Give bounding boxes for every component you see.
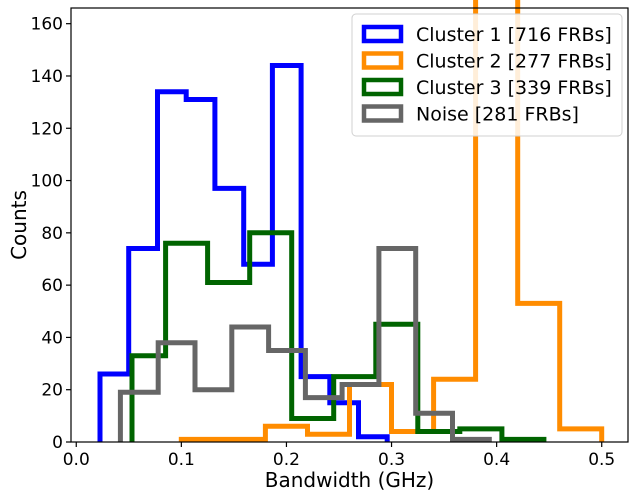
x-tick-label: 0.1: [168, 450, 195, 470]
y-tick-label: 120: [31, 119, 63, 139]
legend-swatch-4: [361, 104, 404, 123]
series-layer: [97, 0, 605, 442]
y-tick-label: 160: [31, 15, 63, 35]
y-tick-label: 20: [41, 381, 63, 401]
y-axis-label: Counts: [7, 190, 31, 260]
legend-label-2: Cluster 2 [277 FRBs]: [416, 51, 612, 73]
series-outline-3: [129, 230, 547, 442]
x-tick-label: 0.2: [273, 450, 300, 470]
y-tick-label: 0: [52, 433, 63, 453]
legend-box: [351, 13, 623, 137]
y-tick-label: 80: [41, 224, 63, 244]
plot-frame: [70, 7, 629, 443]
series-outline-4: [117, 246, 492, 442]
legend-label-3: Cluster 3 [339 FRBs]: [416, 77, 612, 99]
x-tick-label: 0.5: [588, 450, 615, 470]
x-axis-label: Bandwidth (GHz): [265, 468, 434, 492]
x-tick-label: 0.0: [63, 450, 90, 470]
legend-label-4: Noise [281 FRBs]: [416, 104, 579, 126]
legend-swatch-3: [361, 77, 404, 97]
legend-label-1: Cluster 1 [716 FRBs]: [416, 24, 612, 46]
y-tick-label: 60: [41, 276, 63, 296]
x-tick-label: 0.4: [483, 450, 510, 470]
legend-swatch-1: [361, 24, 404, 44]
y-tick-label: 140: [31, 67, 63, 87]
series-outline-2: [178, 0, 605, 442]
legend: Cluster 1 [716 FRBs] Cluster 2 [277 FRBs]…: [351, 13, 623, 137]
y-tick-label: 40: [41, 328, 63, 348]
series-outline-1: [97, 63, 390, 442]
legend-swatch-2: [361, 51, 404, 70]
x-tick-label: 0.3: [378, 450, 405, 470]
axis-ticks: 0.0 0.1 0.2 0.3 0.4 0.5 0 20 40 60 80 100 120 140 160: [31, 15, 616, 470]
y-tick-label: 100: [31, 172, 63, 192]
